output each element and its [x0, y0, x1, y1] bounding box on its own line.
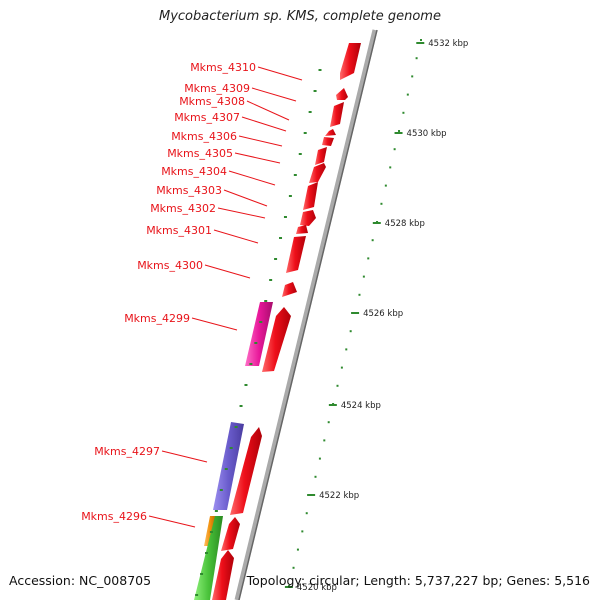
- gene-arrow-4306: [322, 137, 334, 146]
- gene-block-green: [194, 516, 223, 600]
- map-title: Mycobacterium sp. KMS, complete genome: [159, 9, 441, 24]
- scale-label: 4522 kbp: [319, 491, 359, 501]
- label-leader-line: [257, 66, 303, 81]
- gene-label: Mkms_4300: [137, 259, 203, 272]
- gene-arrow-4303: [303, 182, 318, 210]
- label-leader-line: [238, 135, 283, 147]
- gene-arrow-4297: [230, 427, 262, 515]
- label-leader-line: [223, 189, 268, 207]
- gene-arrow-4305: [315, 147, 327, 165]
- label-leader-line: [228, 170, 276, 186]
- gene-label: Mkms_4302: [150, 202, 216, 215]
- gene-label: Mkms_4304: [161, 165, 227, 178]
- gene-arrow-4309: [336, 88, 348, 100]
- forward-genes: [212, 43, 361, 600]
- scale-label: 4528 kbp: [385, 219, 425, 229]
- gene-arrow-4300b: [282, 282, 297, 297]
- scale-ticks: 4532 kbp 4530 kbp 4528 kbp 4526 kbp 4524 kbp…: [284, 39, 468, 593]
- gene-label: Mkms_4299: [124, 312, 190, 325]
- gene-arrow-4308: [330, 102, 344, 127]
- genome-backbone-shade: [238, 29, 378, 600]
- gene-label: Mkms_4306: [171, 130, 237, 143]
- gene-label: Mkms_4305: [167, 147, 233, 160]
- gene-arrow-4301: [296, 225, 308, 234]
- topology-text: Topology: circular; Length: 5,737,227 bp…: [246, 573, 590, 588]
- scale-label: 4524 kbp: [341, 401, 381, 411]
- gene-arrow-4299: [262, 307, 291, 372]
- gene-arrow-4295: [212, 550, 234, 600]
- gene-arrow-4302: [300, 210, 316, 226]
- gene-block-purple: [213, 422, 244, 510]
- label-leader-line: [251, 87, 297, 102]
- gene-label: Mkms_4308: [179, 95, 245, 108]
- gene-block-pink: [245, 302, 273, 366]
- label-leader-line: [148, 515, 196, 528]
- label-leader-line: [191, 317, 238, 331]
- label-leader-line: [204, 264, 251, 279]
- label-leader-line: [246, 100, 290, 121]
- label-leader-line: [217, 207, 266, 219]
- label-leader-line: [234, 152, 281, 164]
- gene-label: Mkms_4309: [184, 82, 250, 95]
- genome-backbone: [234, 29, 378, 600]
- accession-text: Accession: NC_008705: [9, 573, 152, 588]
- label-leader-line: [213, 229, 259, 244]
- gene-arrow-4300: [286, 236, 306, 273]
- scale-label: 4526 kbp: [363, 309, 403, 319]
- label-leader-line: [241, 116, 287, 132]
- gene-arrow-4307: [325, 129, 336, 136]
- scale-label: 4532 kbp: [428, 39, 468, 49]
- reverse-genes: [194, 302, 273, 600]
- gene-label: Mkms_4296: [81, 510, 147, 523]
- gene-label: Mkms_4297: [94, 445, 160, 458]
- gene-arrow-4310: [340, 43, 361, 80]
- feature-markers: [195, 69, 322, 596]
- scale-label: 4530 kbp: [407, 129, 447, 139]
- gene-arrow-4304: [309, 163, 326, 183]
- gene-label: Mkms_4303: [156, 184, 222, 197]
- label-leader-line: [161, 450, 208, 463]
- gene-arrow-4296: [221, 517, 240, 551]
- gene-label: Mkms_4310: [190, 61, 256, 74]
- gene-label: Mkms_4301: [146, 224, 212, 237]
- gene-label: Mkms_4307: [174, 111, 240, 124]
- scale-label: 4520 kbp: [297, 583, 337, 593]
